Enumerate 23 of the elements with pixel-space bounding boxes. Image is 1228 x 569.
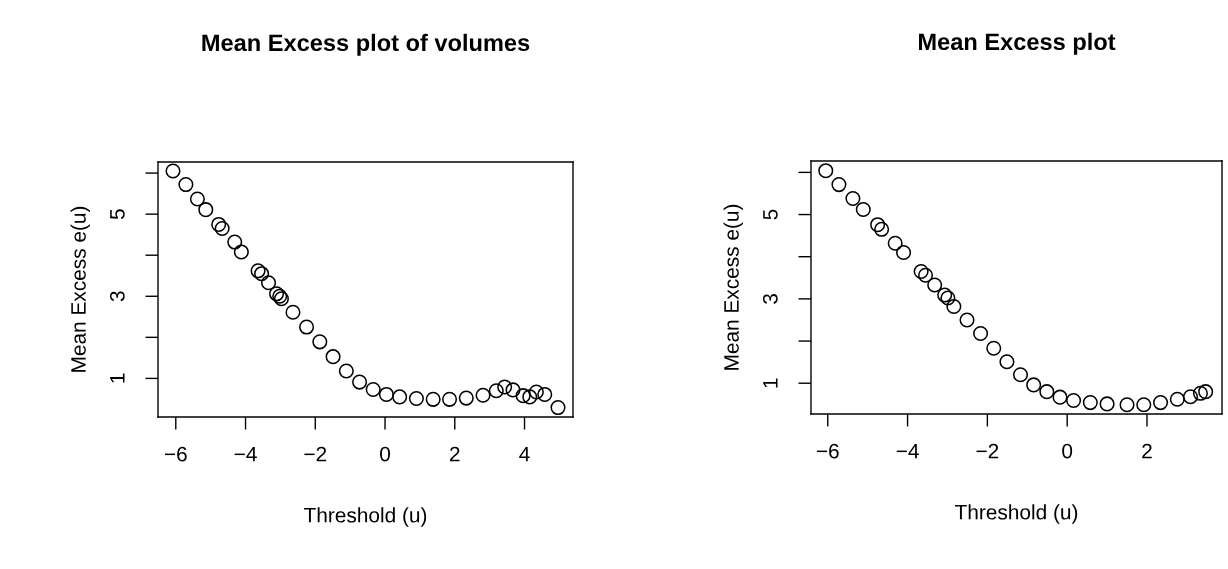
y-tick-label: 3 [762,294,778,304]
y-tick-label: 5 [763,209,778,220]
y-axis-title: Mean Excess e(u) [70,206,90,372]
x-tick-label: 2 [450,446,460,462]
x-tick-label: −4 [234,446,257,462]
y-tick-label: 1 [110,373,125,383]
x-tick-label: −4 [896,443,919,459]
y-axis-title: Mean Excess e(u) [723,204,743,370]
x-tick-label: −6 [816,443,839,459]
x-tick-label: −6 [164,446,187,462]
x-axis-title: Threshold (u) [304,507,427,527]
x-tick-label: −2 [304,446,327,462]
x-tick-label: 4 [519,446,530,462]
x-tick-label: −2 [976,443,999,459]
x-tick-label: 2 [1142,443,1152,459]
x-axis-title: Threshold (u) [955,504,1078,524]
y-tick-label: 1 [763,378,778,388]
x-tick-label: 0 [1062,443,1073,459]
y-tick-label: 5 [110,209,125,220]
y-tick-label: 3 [109,291,125,302]
x-tick-label: 0 [380,446,391,462]
chart-title: Mean Excess plot of volumes [202,33,530,56]
chart-title: Mean Excess plot [919,32,1116,55]
